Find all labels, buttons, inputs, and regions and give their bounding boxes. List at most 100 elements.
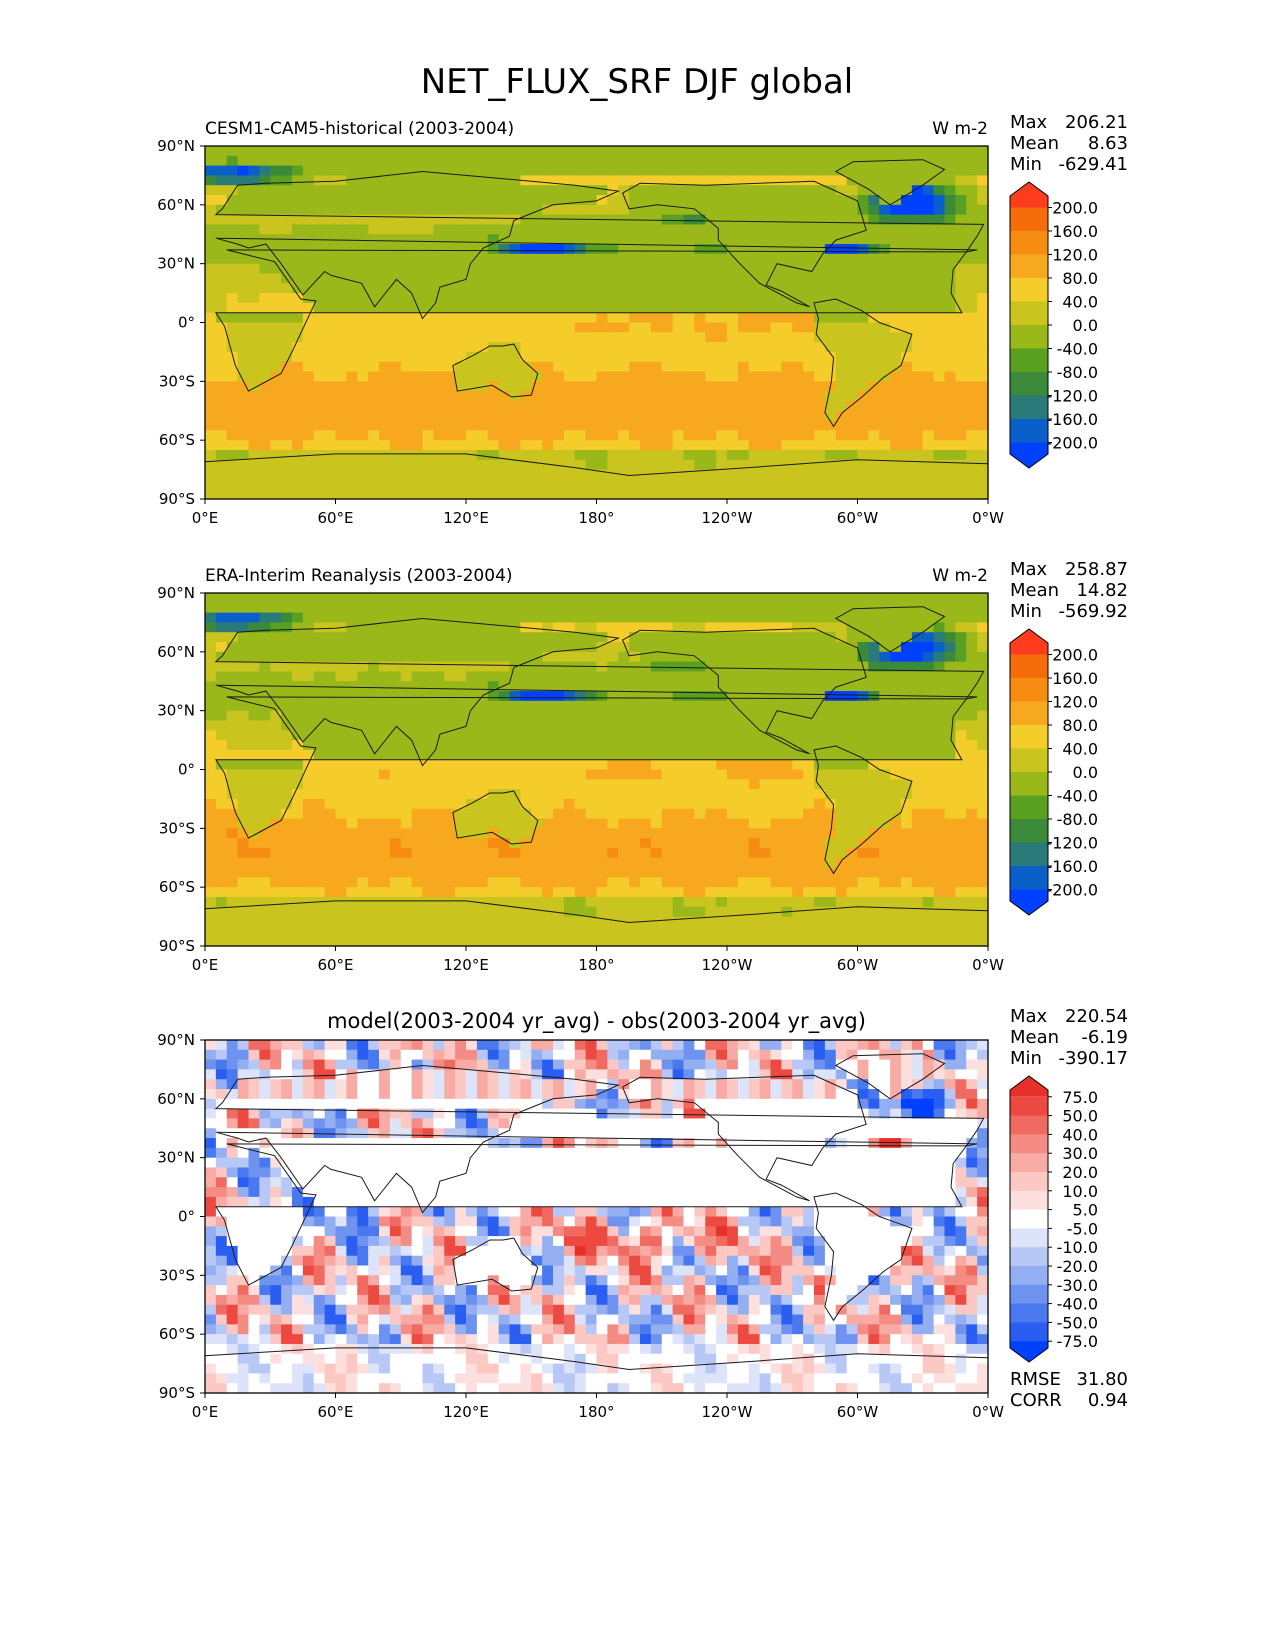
- field-cell: [259, 195, 271, 206]
- field-cell: [650, 632, 663, 643]
- field-cell: [824, 896, 837, 908]
- field-cell: [868, 661, 880, 673]
- field-cell: [542, 671, 554, 682]
- field-cell: [890, 244, 902, 255]
- field-cell: [857, 730, 869, 741]
- field-cell: [629, 593, 641, 604]
- field-cell: [596, 381, 608, 392]
- field-cell: [694, 342, 706, 353]
- field-cell: [292, 867, 304, 878]
- field-cell: [411, 740, 424, 751]
- field-cell: [705, 293, 717, 304]
- field-cell: [748, 740, 761, 751]
- field-cell: [857, 622, 869, 633]
- field-cell: [226, 459, 239, 471]
- field-cell: [977, 798, 989, 810]
- field-cell: [574, 642, 587, 653]
- field-cell: [650, 808, 663, 820]
- field-cell: [531, 351, 543, 363]
- field-cell: [563, 730, 576, 741]
- field-cell: [389, 847, 402, 859]
- field-cell: [835, 302, 848, 314]
- field-cell: [302, 459, 315, 471]
- field-cell: [716, 612, 728, 624]
- field-cell: [400, 253, 413, 265]
- field-cell: [302, 351, 315, 363]
- field-cell: [574, 593, 587, 604]
- field-cell: [455, 740, 467, 751]
- field-cell: [933, 700, 946, 712]
- field-cell: [857, 798, 869, 810]
- field-cell: [302, 253, 315, 265]
- field-cell: [596, 449, 608, 461]
- field-cell: [966, 710, 978, 722]
- field-cell: [444, 391, 456, 402]
- field-cell: [661, 420, 674, 431]
- field-cell: [607, 798, 619, 810]
- field-cell: [237, 906, 250, 918]
- field-cell: [727, 391, 739, 402]
- field-cell: [737, 720, 750, 731]
- field-cell: [966, 342, 978, 353]
- field-cell: [400, 342, 413, 353]
- field-cell: [835, 244, 848, 255]
- field-cell: [661, 155, 674, 167]
- field-cell: [281, 332, 293, 343]
- field-cell: [890, 877, 902, 888]
- field-cell: [716, 749, 728, 761]
- field-cell: [563, 798, 576, 810]
- field-cell: [955, 400, 967, 412]
- field-cell: [672, 185, 685, 196]
- field-cell: [531, 146, 543, 157]
- field-cell: [683, 234, 695, 245]
- field-cell: [901, 730, 913, 741]
- field-cell: [585, 146, 598, 157]
- field-cell: [781, 642, 793, 653]
- field-cell: [955, 720, 967, 731]
- field-cell: [618, 720, 630, 731]
- field-cell: [400, 146, 413, 157]
- field-cell: [792, 400, 804, 412]
- field-cell: [835, 710, 848, 722]
- field-cell: [237, 720, 250, 731]
- field-cell: [226, 273, 239, 284]
- field-cell: [890, 749, 902, 761]
- field-cell: [683, 642, 695, 653]
- field-cell: [389, 214, 402, 226]
- field-cell: [977, 263, 989, 275]
- field-cell: [846, 857, 859, 869]
- field-cell: [650, 312, 663, 324]
- field-cell: [346, 847, 358, 859]
- field-cell: [759, 720, 772, 731]
- field-cell: [542, 302, 554, 314]
- field-cell: [650, 342, 663, 353]
- field-cell: [585, 642, 598, 653]
- field-cell: [335, 700, 347, 712]
- field-cell: [346, 710, 358, 722]
- field-cell: [270, 661, 282, 673]
- field-cell: [433, 263, 445, 275]
- field-cell: [324, 681, 337, 692]
- field-cell: [748, 195, 761, 206]
- field-cell: [379, 612, 391, 624]
- field-cell: [629, 273, 641, 284]
- field-cell: [324, 175, 337, 186]
- field-cell: [911, 449, 924, 461]
- field-cell: [716, 214, 728, 226]
- field-cell: [922, 469, 935, 480]
- field-cell: [313, 769, 326, 780]
- field-cell: [770, 410, 782, 422]
- field-cell: [226, 622, 239, 633]
- field-cell: [226, 146, 239, 157]
- field-cell: [705, 234, 717, 245]
- field-cell: [531, 214, 543, 226]
- field-cell: [672, 896, 685, 908]
- field-cell: [520, 867, 532, 878]
- colorbar-segment: [1010, 231, 1048, 255]
- field-cell: [618, 381, 630, 392]
- field-cell: [835, 312, 848, 324]
- field-cell: [487, 391, 500, 402]
- field-cell: [672, 877, 685, 888]
- field-cell: [509, 283, 521, 294]
- field-cell: [770, 838, 782, 849]
